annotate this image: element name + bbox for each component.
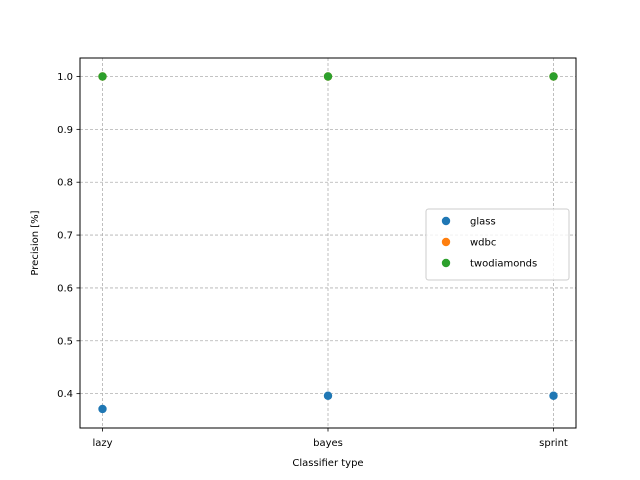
x-tick-label: lazy <box>92 438 112 449</box>
y-tick-label: 0.6 <box>57 283 73 294</box>
data-point-twodiamonds <box>323 72 333 81</box>
data-point-glass <box>549 391 558 400</box>
data-point-twodiamonds <box>549 72 558 81</box>
legend-marker-twodiamonds <box>441 258 451 268</box>
y-tick-label: 0.7 <box>57 231 73 242</box>
legend-label-twodiamonds: twodiamonds <box>470 259 537 270</box>
legend-marker-glass <box>441 216 451 226</box>
x-axis-ticks: lazy bayes sprint <box>92 428 568 449</box>
legend-box <box>425 208 570 281</box>
x-axis-label: Classifier type <box>292 458 363 469</box>
y-axis-ticks: 0.4 0.5 0.6 0.7 0.8 0.9 1.0 <box>57 72 80 400</box>
data-point-twodiamonds <box>98 72 107 81</box>
y-tick-label: 0.8 <box>57 178 73 189</box>
y-tick-label: 1.0 <box>57 72 73 83</box>
x-tick-label: sprint <box>539 438 568 449</box>
legend-marker-wdbc <box>441 237 451 247</box>
legend: glass wdbc twodiamonds <box>425 208 570 281</box>
data-point-glass <box>323 391 333 400</box>
legend-label-wdbc: wdbc <box>470 238 496 249</box>
y-axis-label: Precision [%] <box>30 210 41 275</box>
y-tick-label: 0.4 <box>57 389 73 400</box>
y-tick-label: 0.5 <box>57 336 73 347</box>
data-point-glass <box>98 404 107 414</box>
data-points <box>98 72 558 414</box>
x-tick-label: bayes <box>313 438 343 449</box>
y-tick-label: 0.9 <box>57 125 73 136</box>
legend-label-glass: glass <box>470 217 496 228</box>
